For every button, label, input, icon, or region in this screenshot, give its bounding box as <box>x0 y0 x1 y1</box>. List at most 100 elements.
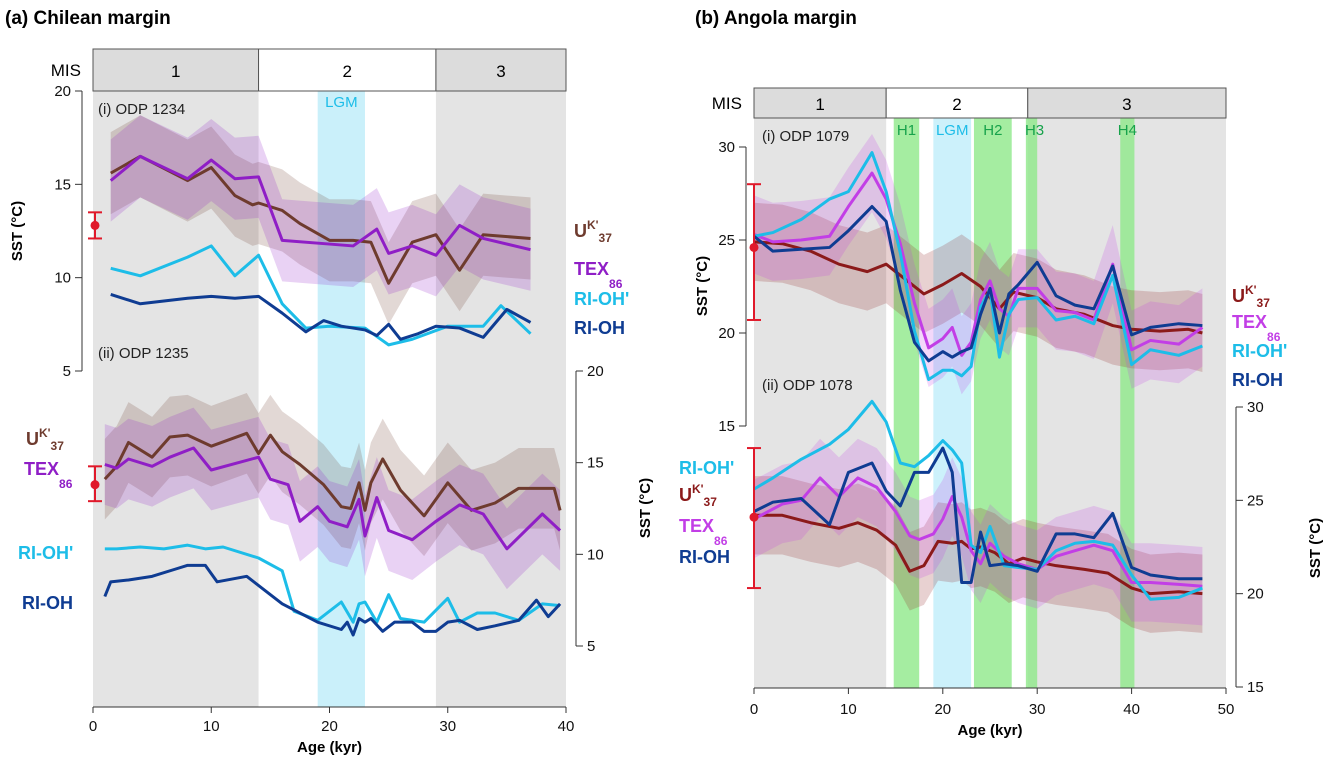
series-label: RI-OH <box>679 547 730 567</box>
series-line-uk'37 <box>109 154 531 285</box>
label-text: RI-OH' <box>18 543 73 563</box>
series-line-rioh <box>753 446 1203 584</box>
y-tick-label: 25 <box>718 232 735 249</box>
event-bands: H1 LGM H2 H3 H4 <box>893 118 1137 688</box>
uncertainty-envelope <box>754 476 1203 633</box>
label-text: RI-OH' <box>1232 341 1287 361</box>
x-tick-label: 10 <box>840 701 857 718</box>
y-tick-label: 20 <box>54 83 71 100</box>
y-tick-label: 10 <box>54 270 71 287</box>
label-text: TEX <box>24 459 59 479</box>
x-tick-label: 0 <box>750 701 758 718</box>
y-tick-label: 15 <box>1247 679 1264 696</box>
y-axis-label: SST (°C) <box>1307 518 1324 578</box>
series-line-uk'37 <box>103 431 562 518</box>
series-label: TEX86 <box>1232 312 1281 344</box>
x-axis: 0 10 20 30 40 Age (kyr) <box>89 706 574 756</box>
series-label: UK'37 <box>679 482 717 509</box>
uncertainty-envelope <box>754 438 1203 626</box>
series-label: TEX86 <box>574 259 623 291</box>
event-band <box>973 118 1012 688</box>
series-label: TEX86 <box>679 516 728 548</box>
core-label: (ii) ODP 1078 <box>762 377 853 394</box>
y-tick-label: 30 <box>1247 399 1264 416</box>
y-tick-label: 20 <box>718 325 735 342</box>
label-text: TEX <box>679 516 714 536</box>
event-label: H1 <box>897 122 916 139</box>
label-subscript: 37 <box>599 231 613 245</box>
label-subscript: 86 <box>714 534 728 548</box>
subplot-i: 5 10 15 20 SST (°C) (i) ODP 1234 <box>9 83 532 380</box>
series-label: UK'37 <box>574 218 612 245</box>
label-text: U <box>26 429 39 449</box>
series-line-rioh <box>753 205 1203 363</box>
series-line-tex86 <box>104 446 562 551</box>
label-text: RI-OH <box>574 318 625 338</box>
uncertainty-envelope <box>104 407 561 590</box>
mis-stage-box <box>258 48 437 92</box>
series-line-rioh' <box>110 244 532 347</box>
core-top-point <box>90 220 100 230</box>
label-text: TEX <box>574 259 609 279</box>
label-text: U <box>679 485 692 505</box>
subplot-i: 15 20 25 30 SST (°C) (i) ODP 1079 <box>694 128 1204 435</box>
event-label: H2 <box>983 122 1002 139</box>
event-label: H4 <box>1118 122 1137 139</box>
subplot-ii: 5 10 15 20 SST (°C) (ii) ODP 1235 <box>88 345 654 655</box>
label-subscript: 86 <box>1267 330 1281 344</box>
series-label: RI-OH' <box>574 289 629 309</box>
label-superscript: K' <box>692 482 704 496</box>
y-tick-label: 15 <box>54 176 71 193</box>
x-tick-label: 0 <box>89 718 97 735</box>
series-line-rioh' <box>104 543 561 624</box>
label-text: U <box>1232 286 1245 306</box>
core-label: (ii) ODP 1235 <box>98 345 189 362</box>
x-tick-label: 40 <box>1123 701 1140 718</box>
core-top-point <box>90 480 100 490</box>
label-text: RI-OH <box>679 547 730 567</box>
y-tick-label: 5 <box>63 363 71 380</box>
label-subscript: 86 <box>59 477 73 491</box>
mis-stage-label: 1 <box>171 62 180 81</box>
series-label: UK'37 <box>26 426 64 453</box>
subplot-ii: 15 20 25 30 SST (°C) (ii) ODP 1078 <box>747 377 1324 696</box>
series-label: RI-OH' <box>18 543 73 563</box>
core-top-marker <box>747 183 761 321</box>
mis-stage-label: 3 <box>496 62 505 81</box>
core-label: (i) ODP 1234 <box>98 101 185 118</box>
mis-shading <box>93 91 259 707</box>
panel-title: (a) Chilean margin <box>5 8 171 29</box>
x-axis-label: Age (kyr) <box>297 739 362 756</box>
event-label: LGM <box>936 122 969 139</box>
series-line-rioh' <box>753 151 1203 381</box>
label-superscript: K' <box>1245 283 1257 297</box>
series-line-tex86 <box>753 171 1204 357</box>
y-tick-label: 25 <box>1247 492 1264 509</box>
label-text: RI-OH' <box>679 458 734 478</box>
label-superscript: K' <box>587 218 599 232</box>
uncertainty-envelope <box>754 133 1203 395</box>
x-tick-label: 30 <box>439 718 456 735</box>
series-line-tex86 <box>109 154 531 257</box>
mis-stage-label: 2 <box>343 62 352 81</box>
mis-stage-box <box>753 87 887 119</box>
y-tick-label: 10 <box>587 546 604 563</box>
core-top-marker <box>88 465 102 503</box>
core-top-marker <box>747 447 761 590</box>
series-line-rioh' <box>753 399 1203 601</box>
label-subscript: 37 <box>704 495 718 509</box>
x-axis-label: Age (kyr) <box>957 722 1022 739</box>
label-subscript: 37 <box>1257 296 1271 310</box>
x-tick-label: 30 <box>1029 701 1046 718</box>
y-axis-label: SST (°C) <box>637 478 654 538</box>
series-label: RI-OH <box>1232 370 1283 390</box>
label-subscript: 86 <box>609 277 623 291</box>
panel-title: (b) Angola margin <box>695 8 857 29</box>
mis-bar: MIS 1 2 3 <box>51 48 567 92</box>
y-tick-label: 15 <box>587 455 604 472</box>
y-axis-label: SST (°C) <box>694 256 711 316</box>
mis-stage-box <box>1027 87 1227 119</box>
label-text: RI-OH <box>22 593 73 613</box>
